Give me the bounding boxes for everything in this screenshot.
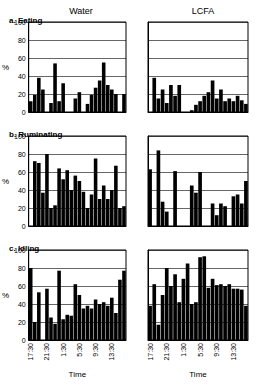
svg-text:%: % bbox=[2, 291, 9, 300]
svg-text:0: 0 bbox=[22, 223, 26, 230]
svg-text:60: 60 bbox=[18, 55, 26, 62]
svg-text:21:30: 21:30 bbox=[163, 343, 170, 361]
svg-text:5:30: 5:30 bbox=[76, 343, 83, 357]
svg-text:LCFA: LCFA bbox=[192, 6, 215, 16]
svg-text:17:30: 17:30 bbox=[147, 343, 154, 361]
svg-text:0: 0 bbox=[22, 109, 26, 116]
svg-text:Time: Time bbox=[69, 370, 87, 379]
svg-text:80: 80 bbox=[18, 37, 26, 44]
svg-text:80: 80 bbox=[18, 151, 26, 158]
svg-text:9:30: 9:30 bbox=[213, 343, 220, 357]
svg-text:20: 20 bbox=[18, 319, 26, 326]
svg-text:21:30: 21:30 bbox=[43, 343, 50, 361]
svg-text:Time: Time bbox=[189, 370, 207, 379]
svg-text:a. Eating: a. Eating bbox=[9, 16, 42, 25]
svg-text:%: % bbox=[2, 63, 9, 72]
svg-text:40: 40 bbox=[18, 187, 26, 194]
svg-text:9:30: 9:30 bbox=[92, 343, 99, 357]
svg-text:13:30: 13:30 bbox=[230, 343, 237, 361]
svg-text:13:30: 13:30 bbox=[108, 343, 115, 361]
svg-text:17:30: 17:30 bbox=[27, 343, 34, 361]
svg-text:20: 20 bbox=[18, 91, 26, 98]
svg-text:5:30: 5:30 bbox=[197, 343, 204, 357]
svg-text:40: 40 bbox=[18, 301, 26, 308]
svg-text:60: 60 bbox=[18, 169, 26, 176]
svg-text:0: 0 bbox=[22, 337, 26, 344]
svg-text:20: 20 bbox=[18, 205, 26, 212]
svg-text:1:30: 1:30 bbox=[60, 343, 67, 357]
svg-text:Water: Water bbox=[69, 6, 93, 16]
svg-text:60: 60 bbox=[18, 283, 26, 290]
svg-text:1:30: 1:30 bbox=[180, 343, 187, 357]
svg-text:40: 40 bbox=[18, 73, 26, 80]
svg-text:80: 80 bbox=[18, 265, 26, 272]
svg-text:b. Ruminating: b. Ruminating bbox=[9, 130, 62, 139]
svg-text:c. Idling: c. Idling bbox=[9, 244, 39, 253]
svg-text:%: % bbox=[2, 177, 9, 186]
